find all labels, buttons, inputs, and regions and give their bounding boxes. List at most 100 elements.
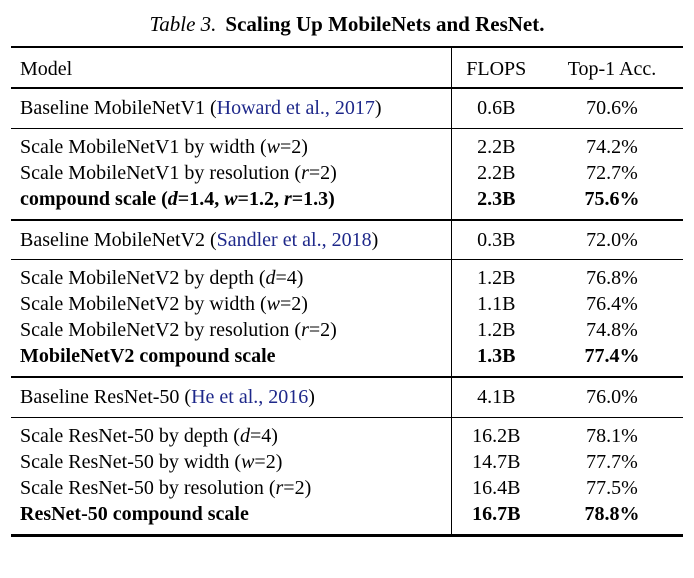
math-variable: d	[265, 267, 276, 289]
model-cell: Scale ResNet-50 by resolution (r=2)	[11, 475, 451, 501]
table-row: Scale MobileNetV2 by depth (d=4) 1.2B 76.8…	[11, 259, 683, 292]
model-label-text: compound scale (	[20, 187, 168, 210]
table-row: Scale ResNet-50 by width (w=2) 14.7B 77.7%	[11, 448, 683, 475]
model-label-text: Scale ResNet-50 by depth (	[20, 424, 240, 447]
flops-value: 1.1B	[450, 291, 541, 317]
table-caption-label: Table 3.	[149, 12, 217, 36]
table-row: Baseline ResNet-50 (He et al., 2016) 4.1B…	[11, 377, 683, 417]
table-row: Baseline MobileNetV1 (Howard et al., 201…	[11, 88, 683, 128]
header-row: Model FLOPS Top-1 Acc.	[11, 47, 683, 88]
model-cell: Baseline MobileNetV2 (Sandler et al., 20…	[11, 220, 451, 260]
table-row: Scale MobileNetV2 by resolution (r=2) 1.2…	[11, 317, 683, 343]
accuracy-value: 76.4%	[586, 293, 638, 315]
table-caption-title: Scaling Up MobileNets and ResNet.	[225, 12, 545, 36]
baseline-row-group: Baseline MobileNetV1 (Howard et al., 201…	[11, 88, 683, 128]
model-label-text: =1.4,	[177, 187, 225, 210]
table-row: MobileNetV2 compound scale 1.3B 77.4%	[11, 343, 683, 377]
model-cell: Scale MobileNetV2 by width (w=2)	[11, 291, 451, 317]
math-variable: r	[301, 161, 309, 184]
math-variable: w	[241, 450, 255, 473]
table-row: ResNet-50 compound scale 16.7B 78.8%	[11, 500, 683, 536]
accuracy-value: 77.7%	[586, 450, 638, 473]
flops-value: 1.2B	[450, 259, 541, 291]
model-cell: compound scale (d=1.4, w=1.2, r=1.3)	[11, 186, 451, 220]
model-cell: Baseline MobileNetV1 (Howard et al., 201…	[11, 88, 451, 128]
flops-value: 1.2B	[450, 317, 541, 343]
flops-value: 2.2B	[450, 128, 541, 160]
model-label-text: =1.2,	[237, 187, 284, 210]
scaled-rows-group: Scale MobileNetV1 by width (w=2) 2.2B 74.2…	[11, 128, 683, 220]
model-label-text: )	[374, 97, 382, 120]
citation-link[interactable]: Howard et al., 2017	[216, 97, 375, 120]
accuracy-value: 77.5%	[586, 476, 638, 499]
model-label-text: Baseline MobileNetV1 (	[20, 97, 217, 120]
model-cell: Scale ResNet-50 by width (w=2)	[11, 449, 451, 475]
model-cell: Baseline ResNet-50 (He et al., 2016)	[11, 377, 451, 417]
citation-link[interactable]: Sandler et al., 2018	[216, 228, 372, 251]
model-label-text: =2)	[254, 450, 283, 473]
model-label-text: =2)	[308, 161, 337, 184]
math-variable: d	[167, 187, 178, 210]
model-label-text: Scale MobileNetV1 by width (	[20, 135, 267, 158]
accuracy-value: 74.8%	[586, 319, 638, 341]
model-cell: MobileNetV2 compound scale	[11, 343, 451, 377]
math-variable: w	[266, 293, 280, 315]
flops-value: 0.6B	[450, 88, 541, 128]
model-label-text: Scale ResNet-50 by width (	[20, 450, 242, 473]
accuracy-value: 78.1%	[586, 424, 638, 447]
model-label-text: Scale MobileNetV2 by resolution (	[20, 319, 302, 341]
model-cell: ResNet-50 compound scale	[11, 501, 451, 536]
model-label-text: Baseline MobileNetV2 (	[20, 228, 217, 251]
flops-value: 16.4B	[450, 474, 541, 501]
model-label-text: ResNet-50 compound scale	[20, 502, 249, 525]
model-label-text: Baseline ResNet-50 (	[20, 386, 192, 409]
model-cell: Scale MobileNetV1 by width (w=2)	[11, 128, 451, 160]
math-variable: w	[224, 187, 238, 210]
flops-value: 2.3B	[450, 185, 541, 220]
citation-link[interactable]: He et al., 2016	[191, 386, 309, 409]
accuracy-value: 76.8%	[586, 267, 638, 289]
scaled-rows-group: Scale ResNet-50 by depth (d=4) 16.2B 78.1%…	[11, 417, 683, 535]
math-variable: r	[275, 476, 284, 499]
table-row: Scale MobileNetV1 by width (w=2) 2.2B 74.2…	[11, 128, 683, 160]
math-variable: w	[266, 135, 280, 158]
model-label-text: =2)	[308, 319, 337, 341]
table-header: Model FLOPS Top-1 Acc.	[11, 47, 683, 88]
table-row: Scale ResNet-50 by depth (d=4) 16.2B 78.1%	[11, 417, 683, 449]
accuracy-value: 78.8%	[584, 502, 640, 525]
flops-value: 0.3B	[450, 219, 541, 260]
accuracy-value: 72.0%	[586, 228, 638, 251]
flops-value: 2.2B	[450, 159, 541, 186]
accuracy-value: 77.4%	[584, 345, 640, 367]
model-label-text: )	[308, 386, 315, 409]
flops-value: 4.1B	[450, 377, 541, 417]
model-cell: Scale ResNet-50 by depth (d=4)	[11, 417, 451, 449]
flops-value: 16.2B	[450, 417, 541, 449]
flops-value: 1.3B	[450, 343, 541, 377]
scaling-results-table: Model FLOPS Top-1 Acc. Baseline MobileNe…	[11, 46, 683, 537]
model-cell: Scale MobileNetV1 by resolution (r=2)	[11, 160, 451, 186]
model-label-text: =1.3)	[291, 187, 335, 210]
accuracy-value: 74.2%	[586, 135, 638, 158]
model-label-text: =2)	[279, 135, 308, 158]
model-label-text: Scale ResNet-50 by resolution (	[20, 476, 276, 499]
flops-value: 16.7B	[450, 500, 541, 535]
model-label-text: =2)	[279, 293, 308, 315]
model-label-text: =4)	[249, 424, 278, 447]
model-label-text: =4)	[275, 267, 304, 289]
table-row: Baseline MobileNetV2 (Sandler et al., 20…	[11, 219, 683, 260]
model-label-text: Scale MobileNetV1 by resolution (	[20, 161, 302, 184]
model-label-text: )	[371, 228, 379, 251]
model-label-text: Scale MobileNetV2 by depth (	[20, 267, 266, 289]
col-header-acc: Top-1 Acc.	[567, 57, 657, 80]
baseline-row-group: Baseline ResNet-50 (He et al., 2016) 4.1B…	[11, 377, 683, 417]
accuracy-value: 75.6%	[584, 187, 640, 210]
col-header-model: Model	[20, 57, 73, 80]
accuracy-value: 72.7%	[586, 161, 638, 184]
math-variable: r	[283, 187, 292, 210]
table-row: Scale MobileNetV1 by resolution (r=2) 2.2…	[11, 159, 683, 186]
flops-value: 14.7B	[450, 448, 541, 475]
table-row: compound scale (d=1.4, w=1.2, r=1.3) 2.3B…	[11, 185, 683, 220]
model-cell: Scale MobileNetV2 by depth (d=4)	[11, 260, 451, 292]
